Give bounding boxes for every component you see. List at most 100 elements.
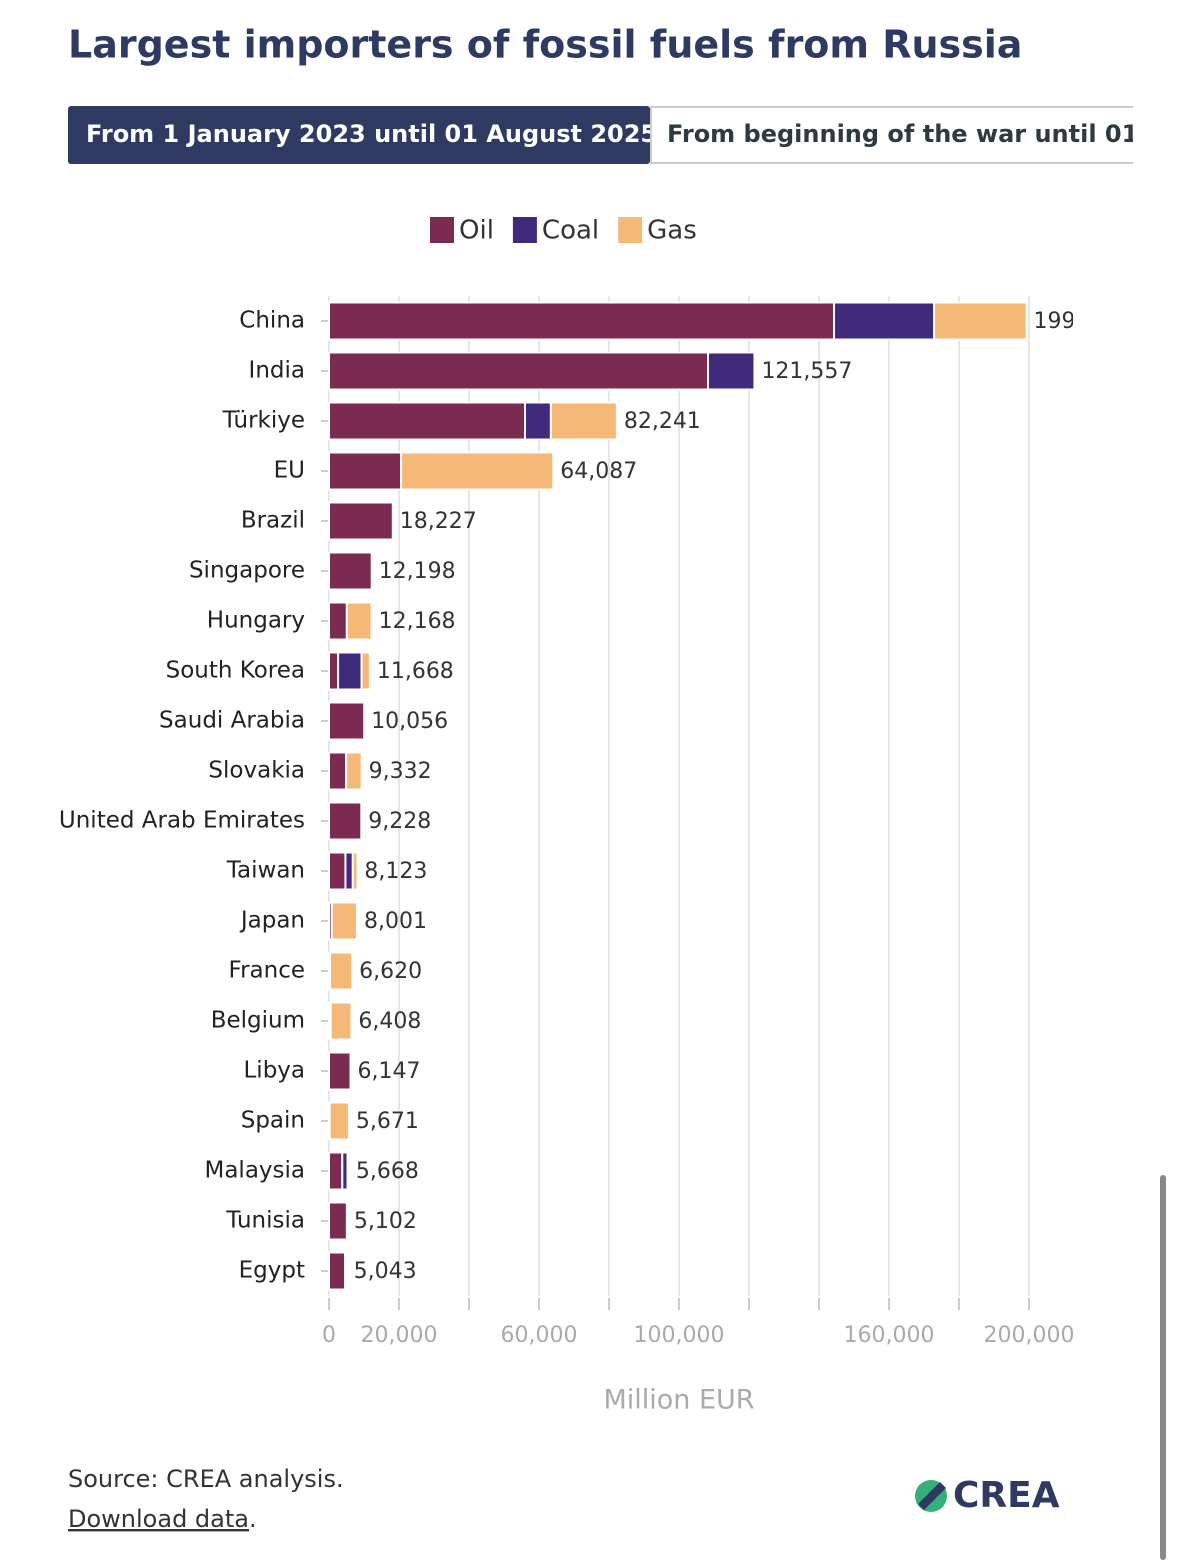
y-tick-label: India bbox=[249, 358, 305, 384]
download: Download data. bbox=[68, 1505, 257, 1533]
logo: CREA bbox=[953, 1475, 1060, 1516]
value-label: 5,102 bbox=[354, 1209, 417, 1234]
download-link[interactable]: Download data bbox=[68, 1505, 249, 1533]
y-tick-label: Brazil bbox=[241, 508, 305, 534]
y-tick-label: France bbox=[229, 958, 305, 984]
bar-segment bbox=[549, 401, 618, 441]
bar-segment bbox=[328, 551, 373, 591]
bar-segment bbox=[329, 951, 354, 991]
bar-segment bbox=[328, 1151, 344, 1191]
value-label: 5,668 bbox=[356, 1159, 419, 1184]
value-label: 18,227 bbox=[400, 509, 477, 534]
bar-segment bbox=[328, 1101, 350, 1141]
bar-segment bbox=[344, 851, 354, 891]
bar-segment bbox=[345, 751, 363, 791]
bar-segment bbox=[524, 401, 552, 441]
y-tick-label: EU bbox=[274, 458, 305, 484]
bar-segment bbox=[328, 401, 526, 441]
bar-segment bbox=[328, 1051, 352, 1091]
y-tick-label: Taiwan bbox=[226, 858, 305, 884]
value-label: 199,300 bbox=[1034, 309, 1125, 334]
bar-segment bbox=[328, 801, 363, 841]
x-tick-label: 20,000 bbox=[361, 1323, 438, 1348]
y-tick-label: Malaysia bbox=[204, 1158, 305, 1184]
chart-title: Largest importers of fossil fuels from R… bbox=[68, 23, 1022, 67]
bar-segment bbox=[328, 451, 403, 491]
bar-segment bbox=[328, 701, 366, 741]
tab-inactive[interactable] bbox=[650, 106, 1179, 164]
source: Source: CREA analysis. bbox=[68, 1465, 344, 1493]
bar-segment bbox=[346, 1151, 350, 1191]
bar-segment bbox=[328, 351, 710, 391]
y-tick-label: Egypt bbox=[239, 1258, 305, 1284]
y-tick-label: Japan bbox=[239, 908, 305, 934]
bar-segment bbox=[400, 451, 555, 491]
y-tick-label: China bbox=[239, 308, 305, 334]
legend-swatch bbox=[512, 217, 537, 243]
y-tick-label: Hungary bbox=[207, 608, 305, 634]
tab-label[interactable]: From beginning of the war until 01 Augus… bbox=[667, 120, 1179, 148]
y-tick-label: Libya bbox=[243, 1058, 305, 1084]
bar-segment bbox=[330, 901, 359, 941]
y-tick-label: Singapore bbox=[189, 558, 305, 584]
y-tick-label: Slovakia bbox=[208, 758, 305, 784]
value-label: 6,408 bbox=[358, 1009, 421, 1034]
x-tick-label: 200,000 bbox=[984, 1323, 1075, 1348]
value-label: 5,043 bbox=[354, 1259, 417, 1284]
bar-segment bbox=[337, 651, 363, 691]
bar-segment bbox=[833, 301, 936, 341]
value-label: 5,671 bbox=[356, 1109, 419, 1134]
x-tick-label: 60,000 bbox=[501, 1323, 578, 1348]
bar-segment bbox=[328, 301, 836, 341]
legend-swatch bbox=[430, 217, 454, 243]
y-tick-label: Türkiye bbox=[222, 408, 305, 434]
value-label: 82,241 bbox=[624, 409, 701, 434]
value-label: 6,620 bbox=[359, 959, 422, 984]
value-label: 64,087 bbox=[560, 459, 637, 484]
legend-label: Gas bbox=[647, 216, 697, 246]
bar-segment bbox=[328, 751, 348, 791]
bar-segment bbox=[328, 501, 394, 541]
legend-label: Oil bbox=[459, 216, 494, 246]
tab-label[interactable]: From 1 January 2023 until 01 August 2025 bbox=[86, 120, 657, 148]
scrollbar[interactable] bbox=[1160, 1175, 1166, 1560]
y-tick-label: South Korea bbox=[166, 658, 305, 684]
tab-active[interactable] bbox=[68, 106, 650, 164]
bar-segment bbox=[345, 601, 373, 641]
logo-icon bbox=[915, 1480, 947, 1512]
bar-segment bbox=[707, 351, 756, 391]
bar-segment bbox=[328, 1251, 347, 1291]
y-tick-label: Tunisia bbox=[225, 1208, 305, 1234]
value-labels: 199,300 121,557 82,241 64,087 18,227 12,198 12… bbox=[354, 309, 1125, 1284]
bar-segment bbox=[351, 851, 359, 891]
bar-segment bbox=[344, 1251, 348, 1291]
value-label: 10,056 bbox=[371, 709, 448, 734]
value-label: 9,332 bbox=[369, 759, 432, 784]
x-axis-title: Million EUR bbox=[603, 1385, 754, 1416]
value-label: 11,668 bbox=[377, 659, 454, 684]
y-tick-label: United Arab Emirates bbox=[59, 808, 305, 834]
x-tick-label: 0 bbox=[322, 1323, 336, 1348]
bar-segment bbox=[933, 301, 1028, 341]
y-tick-label: Spain bbox=[241, 1108, 305, 1134]
x-tick-label: 100,000 bbox=[634, 1323, 725, 1348]
bar-segment bbox=[360, 651, 371, 691]
bar-segment bbox=[328, 651, 340, 691]
x-tick-label: 160,000 bbox=[844, 1323, 935, 1348]
value-label: 12,168 bbox=[379, 609, 456, 634]
y-tick-label: Belgium bbox=[211, 1008, 305, 1034]
bar-segment bbox=[328, 1201, 348, 1241]
y-tick-label: Saudi Arabia bbox=[159, 708, 305, 734]
value-label: 8,001 bbox=[364, 909, 427, 934]
download-end: . bbox=[249, 1505, 257, 1533]
bar-segment bbox=[328, 601, 348, 641]
value-label: 9,228 bbox=[368, 809, 431, 834]
bar-segment bbox=[329, 1001, 353, 1041]
bar-segment bbox=[328, 851, 347, 891]
value-label: 8,123 bbox=[364, 859, 427, 884]
value-label: 12,198 bbox=[379, 559, 456, 584]
value-label: 121,557 bbox=[761, 359, 852, 384]
value-label: 6,147 bbox=[358, 1059, 421, 1084]
legend-label: Coal bbox=[542, 216, 599, 246]
